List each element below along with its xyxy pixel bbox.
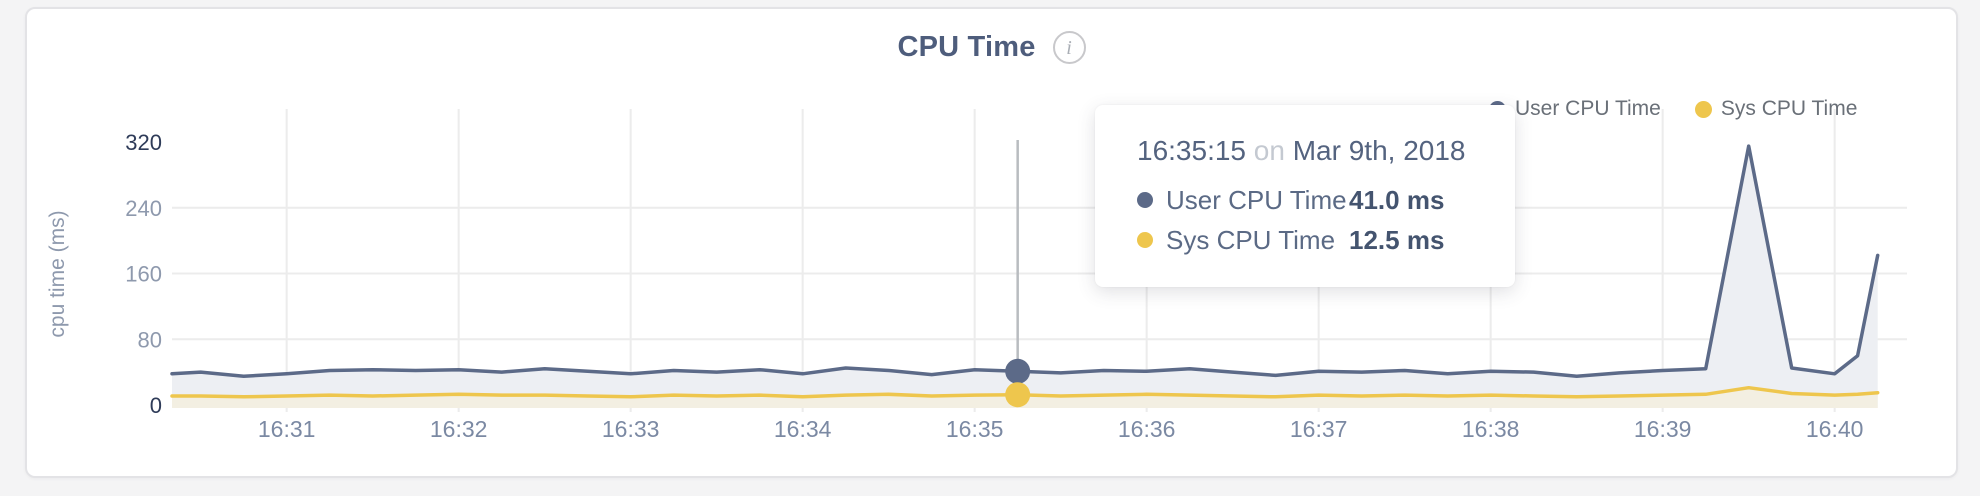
legend-label: Sys CPU Time	[1720, 97, 1858, 120]
info-icon[interactable]: i	[1052, 31, 1086, 64]
tooltip-connector: on	[1253, 135, 1285, 166]
gridlines	[172, 109, 1907, 412]
svg-text:16:39: 16:39	[1634, 416, 1692, 442]
tooltip-title: 16:35:15 on Mar 9th, 2018	[1137, 135, 1515, 167]
tooltip-series-value: 41.0 ms	[1349, 184, 1445, 215]
series-lines	[170, 144, 1880, 399]
tooltip-series-name: User CPU Time	[1166, 184, 1347, 215]
tooltip-row-user-cpu: User CPU Time 41.0 ms	[1137, 180, 1515, 220]
svg-text:16:35: 16:35	[946, 416, 1004, 442]
svg-text:16:31: 16:31	[258, 416, 316, 442]
sys-cpu-series-dot-icon	[1137, 232, 1153, 248]
svg-text:320: 320	[125, 130, 162, 155]
legend-item-sys-cpu-time[interactable]: Sys CPU Time	[1694, 97, 1858, 121]
cpu-time-chart[interactable]: 0 80 160 240 320 16:31 16:32 16:33 16:34 16:35 16:…	[27, 9, 1956, 476]
sys-cpu-series-dot-icon	[1694, 100, 1712, 118]
tooltip-series-name: Sys CPU Time	[1166, 224, 1336, 255]
tooltip-time: 16:35:15	[1137, 135, 1246, 166]
svg-text:240: 240	[125, 196, 162, 221]
svg-text:16:37: 16:37	[1290, 416, 1348, 442]
tooltip-date: Mar 9th, 2018	[1292, 135, 1466, 166]
chart-tooltip: 16:35:15 on Mar 9th, 2018 User CPU Time …	[1095, 105, 1515, 287]
legend-label: User CPU Time	[1515, 97, 1661, 120]
tooltip-series-value: 12.5 ms	[1349, 224, 1445, 255]
svg-text:0: 0	[150, 393, 162, 418]
user-cpu-series-dot-icon	[1137, 192, 1153, 208]
svg-text:16:40: 16:40	[1806, 416, 1864, 442]
svg-text:160: 160	[125, 262, 162, 287]
axis-labels: 0 80 160 240 320 16:31 16:32 16:33 16:34 16:35 16:…	[46, 130, 1863, 442]
svg-text:16:32: 16:32	[430, 416, 488, 442]
chart-header: CPU Time i	[27, 31, 1956, 64]
legend: User CPU Time Sys CPU Time	[1489, 97, 1857, 121]
svg-text:16:33: 16:33	[602, 416, 660, 442]
svg-text:16:38: 16:38	[1462, 416, 1520, 442]
tooltip-row-sys-cpu: Sys CPU Time 12.5 ms	[1137, 220, 1515, 260]
y-axis-title: cpu time (ms)	[46, 210, 69, 337]
hover-marker	[1005, 140, 1031, 408]
svg-text:80: 80	[138, 327, 162, 352]
svg-text:16:34: 16:34	[774, 416, 832, 442]
chart-card: 0 80 160 240 320 16:31 16:32 16:33 16:34 16:35 16:…	[25, 7, 1958, 478]
chart-title: CPU Time	[897, 31, 1036, 63]
svg-text:16:36: 16:36	[1118, 416, 1176, 442]
